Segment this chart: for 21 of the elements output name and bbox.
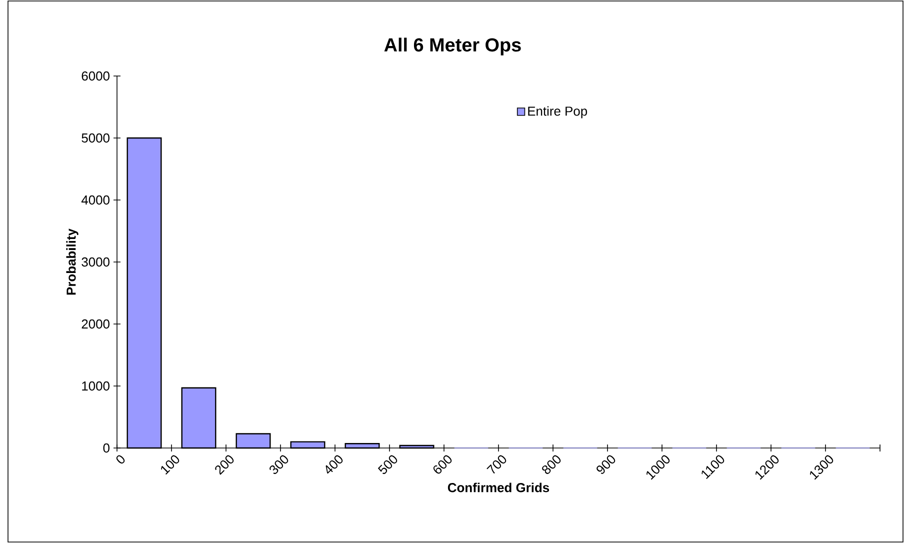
x-tick-label: 400 xyxy=(326,455,343,474)
x-tick-label: 0 xyxy=(116,455,125,464)
y-tick-label: 4000 xyxy=(81,195,110,205)
x-tick-label: 200 xyxy=(215,455,234,475)
x-tick-label: 100 xyxy=(161,455,180,475)
y-tick-label: 3000 xyxy=(82,257,110,267)
x-tick-label: 800 xyxy=(542,455,561,474)
y-tick-label: 5000 xyxy=(82,133,110,143)
y-tick-label: 0 xyxy=(103,443,110,453)
x-tick-label: 700 xyxy=(486,455,506,474)
y-axis-title: Probability xyxy=(66,228,78,295)
chart-title: All 6 Meter Ops xyxy=(384,38,521,56)
x-axis-title: Confirmed Grids xyxy=(448,482,550,492)
x-tick-label: 600 xyxy=(433,455,452,474)
x-tick-label: 500 xyxy=(378,455,398,474)
y-tick-label: 1000 xyxy=(82,381,110,391)
legend-label: Entire Pop xyxy=(528,106,588,118)
x-tick-label: 300 xyxy=(270,455,288,474)
y-tick-label: 2000 xyxy=(82,319,110,329)
x-tick-label: 900 xyxy=(596,455,616,474)
y-tick-label: 6000 xyxy=(82,71,110,81)
